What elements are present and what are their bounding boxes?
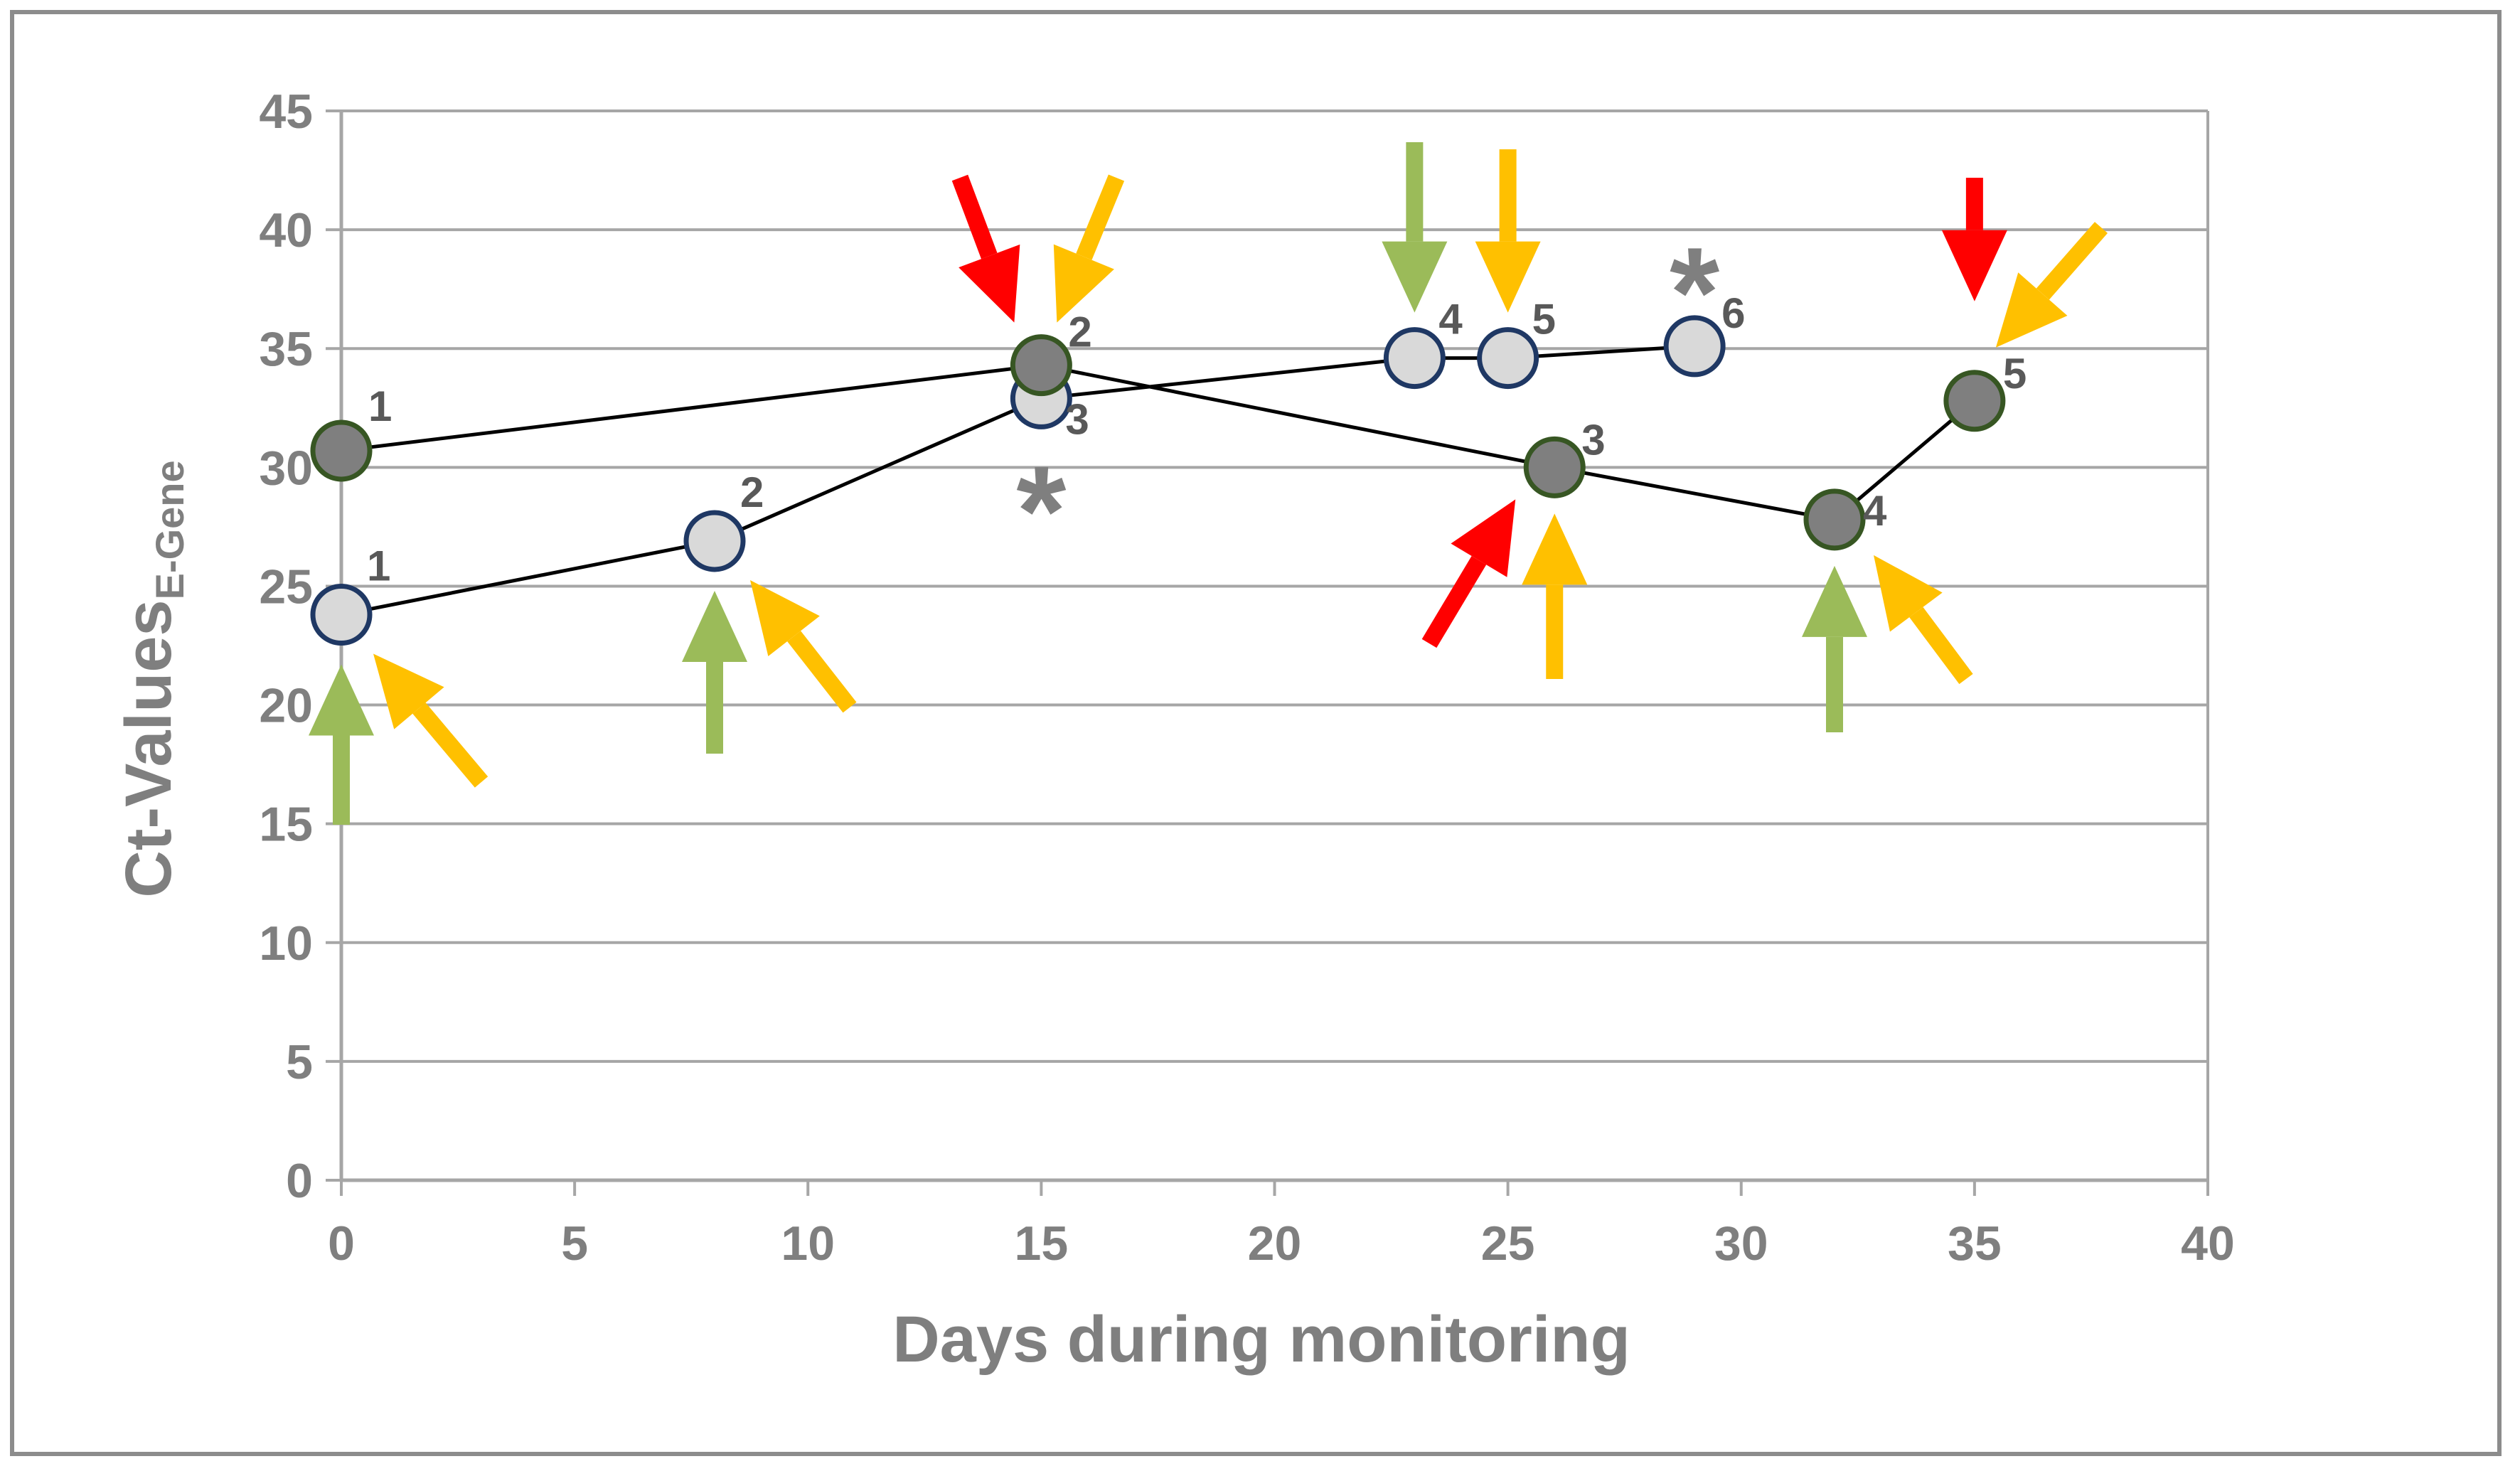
y-tick-label-0: 0	[286, 1154, 313, 1208]
arrow-green-light-4	[1382, 142, 1448, 313]
x-axis-title: Days during monitoring	[892, 1303, 1630, 1376]
point-label-light-6: 6	[1721, 289, 1745, 337]
arrow-yellow-dark-4-head	[1874, 555, 1943, 632]
y-tick-label-40: 40	[259, 203, 313, 257]
point-label-dark-5: 5	[2003, 350, 2027, 397]
point-label-light-5: 5	[1532, 296, 1556, 343]
x-tick-label-20: 20	[1248, 1216, 1302, 1271]
series-lines	[341, 344, 1976, 617]
x-tick-label-30: 30	[1714, 1216, 1768, 1271]
arrow-yellow-light-5	[1475, 149, 1541, 313]
point-label-dark-2: 2	[1068, 309, 1091, 356]
arrow-yellow-dark-5	[1995, 222, 2108, 348]
arrow-yellow-light-1-shaft	[412, 702, 488, 788]
point-label-dark-1: 1	[368, 383, 392, 430]
point-label-dark-4: 4	[1863, 487, 1887, 535]
y-tick-label-5: 5	[286, 1035, 313, 1089]
arrow-yellow-dark-5-head	[1995, 272, 2068, 348]
point-labels: 1 2 3 4 5 6 1 2 3 4 5	[367, 289, 2027, 590]
y-tick-label-45: 45	[259, 85, 313, 139]
data-point-dark-5	[1943, 370, 2006, 432]
y-tick-label-20: 20	[259, 679, 313, 733]
point-label-light-3: 3	[1065, 395, 1089, 443]
annotations: **	[1016, 221, 1719, 582]
data-point-light-1	[310, 584, 373, 646]
arrow-markers	[309, 142, 2108, 825]
arrow-red-dark-5	[1941, 178, 2007, 301]
arrow-red-dark-2-head	[959, 244, 1020, 323]
series-line-light	[341, 344, 1695, 617]
arrow-yellow-dark-2-shaft	[1076, 174, 1125, 260]
data-point-dark-3	[1523, 436, 1586, 498]
arrow-yellow-dark-4-shaft	[1909, 606, 1973, 685]
arrow-yellow-light-2	[750, 579, 857, 713]
asterisk-annotation-1: *	[1016, 440, 1066, 583]
arrow-yellow-dark-2	[1053, 174, 1125, 323]
gridlines	[341, 109, 2209, 1182]
y-axis-title-main: Ct-Values	[112, 599, 185, 897]
arrow-yellow-light-1-head	[373, 653, 444, 729]
arrow-yellow-light-1	[373, 653, 488, 788]
asterisk-annotation-2: *	[1670, 221, 1719, 364]
x-tick-label-25: 25	[1481, 1216, 1535, 1271]
arrow-red-dark-2	[951, 174, 1020, 323]
x-tick-label-15: 15	[1015, 1216, 1069, 1271]
data-point-dark-1	[310, 419, 373, 482]
data-point-light-4	[1383, 327, 1446, 390]
y-tick-label-35: 35	[259, 322, 313, 376]
data-point-light-2	[683, 510, 746, 572]
y-tick-label-10: 10	[259, 916, 313, 970]
arrow-green-light-2-head	[682, 590, 747, 662]
data-point-light-6	[1663, 315, 1726, 378]
y-tick-label-15: 15	[259, 798, 313, 852]
point-label-light-4: 4	[1438, 296, 1463, 343]
arrow-green-light-1-head	[309, 664, 374, 736]
arrow-yellow-dark-3	[1522, 513, 1588, 679]
arrow-yellow-dark-5-shaft	[2036, 222, 2108, 300]
y-axis-title: Ct-ValuesE-Gene	[112, 460, 192, 897]
axes	[326, 109, 2209, 1196]
data-point-dark-2	[1010, 334, 1072, 397]
x-tick-label-0: 0	[328, 1216, 355, 1271]
data-point-light-5	[1477, 327, 1539, 390]
data-points	[310, 315, 2006, 646]
series-line-dark	[341, 363, 1976, 522]
arrow-green-light-4-head	[1382, 241, 1448, 313]
arrow-green-dark-4-head	[1802, 565, 1867, 637]
y-tick-label-25: 25	[259, 560, 313, 614]
y-tick-label-30: 30	[259, 441, 313, 495]
data-point-dark-4	[1803, 488, 1866, 551]
x-tick-label-5: 5	[561, 1216, 588, 1271]
arrow-red-dark-3-head	[1451, 499, 1516, 577]
arrow-yellow-dark-2-head	[1053, 244, 1114, 323]
arrow-yellow-light-2-head	[750, 579, 820, 657]
y-axis-title-subscript: E-Gene	[147, 460, 192, 599]
x-tick-label-35: 35	[1948, 1216, 2002, 1271]
point-label-light-1: 1	[367, 542, 390, 590]
x-tick-label-40: 40	[2181, 1216, 2235, 1271]
arrow-yellow-dark-4	[1874, 555, 1973, 685]
point-label-dark-3: 3	[1581, 416, 1605, 464]
arrow-red-dark-3	[1421, 499, 1516, 648]
point-label-light-2: 2	[740, 469, 764, 516]
x-tick-label-10: 10	[781, 1216, 835, 1271]
arrow-red-dark-2-shaft	[951, 174, 998, 260]
arrow-yellow-dark-3-head	[1522, 513, 1588, 585]
arrow-green-dark-4	[1802, 565, 1867, 732]
arrow-red-dark-3-shaft	[1421, 555, 1487, 648]
arrow-yellow-light-5-head	[1475, 241, 1541, 313]
arrow-green-light-2	[682, 590, 747, 754]
arrow-green-light-1	[309, 664, 374, 825]
arrow-red-dark-5-head	[1941, 230, 2007, 301]
arrow-yellow-light-2-shaft	[787, 631, 857, 713]
